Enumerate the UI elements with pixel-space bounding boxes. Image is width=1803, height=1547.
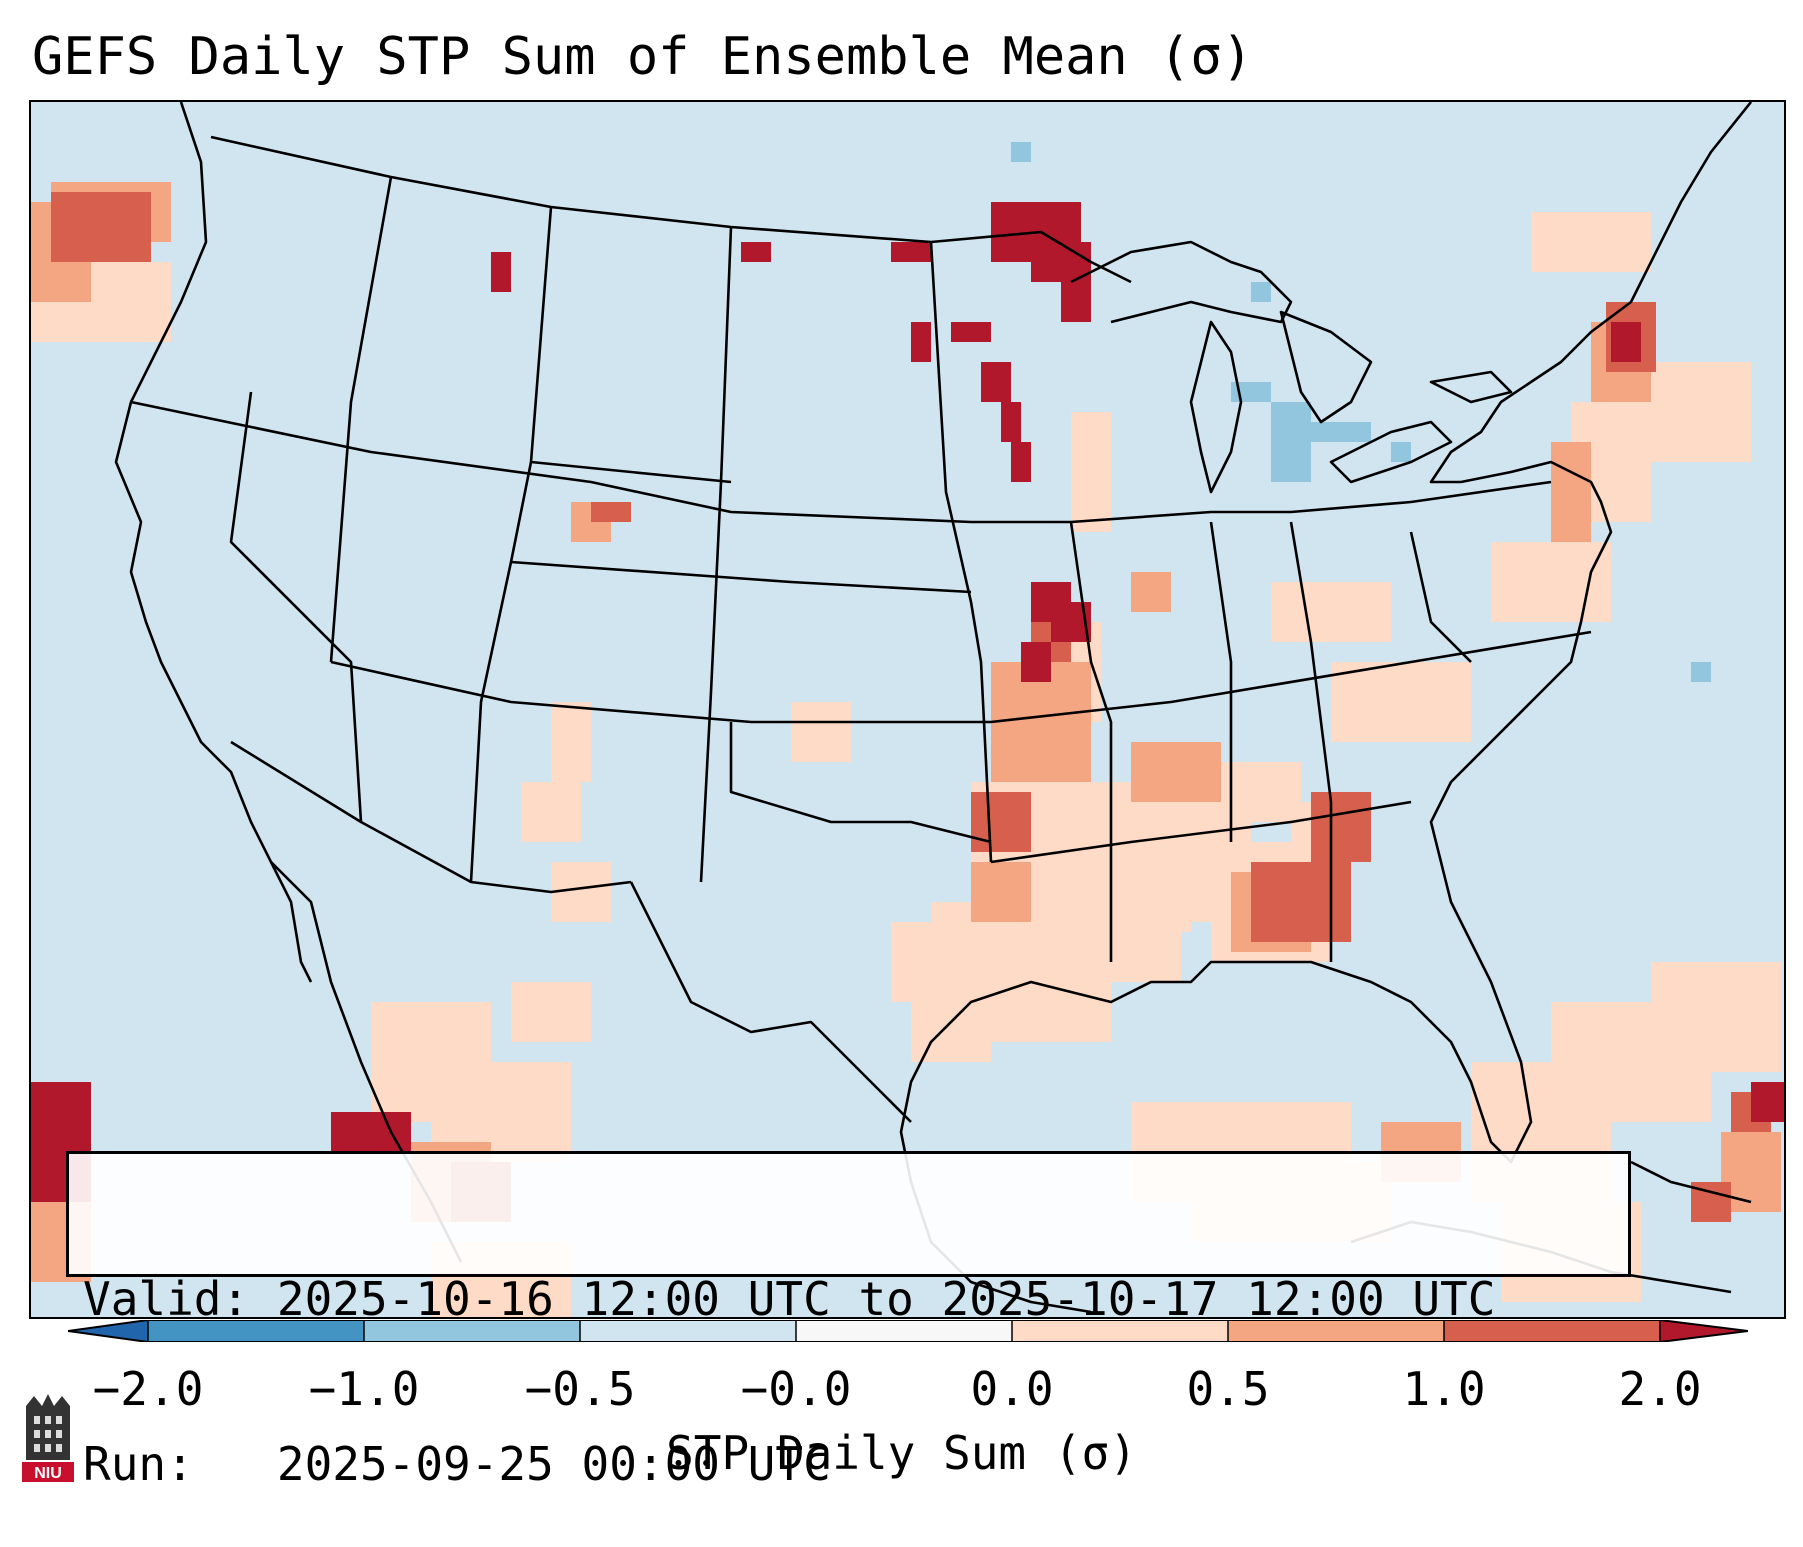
map-title: GEFS Daily STP Sum of Ensemble Mean (σ) (32, 27, 1253, 87)
state-line-12 (990, 800, 1412, 864)
run-value: 2025-09-25 00:00 UTC (276, 1437, 831, 1491)
colorbar-tick-label: −0.5 (524, 1362, 636, 1416)
anomaly-cells (31, 142, 1784, 1317)
state-line-10 (729, 722, 992, 844)
state-line-7 (330, 660, 991, 724)
valid-value: 2025-10-16 12:00 UTC to 2025-10-17 12:00… (276, 1272, 1496, 1326)
valid-line: Valid: 2025-10-16 12:00 UTC to 2025-10-1… (83, 1272, 1614, 1327)
colorbar-tick-label: −1.0 (308, 1362, 420, 1416)
logo-text: NIU (34, 1465, 62, 1482)
colorbar-tick-label: −2.0 (92, 1362, 204, 1416)
colorbar (68, 1320, 1748, 1342)
colorbar-bin (1228, 1320, 1444, 1342)
state-line-4 (699, 226, 733, 883)
anomaly-cells-extreme (31, 202, 1784, 1202)
canada-border-west (210, 135, 1132, 284)
state-line-18 (1410, 480, 1552, 504)
colorbar-tick-label: 1.0 (1402, 1362, 1486, 1416)
colorbar-bin (1012, 1320, 1228, 1342)
anomaly-cells-negative (1011, 142, 1711, 682)
east-gulf-coast (899, 102, 1753, 1314)
state-line-11 (990, 630, 1592, 724)
colorbar-bin (364, 1320, 580, 1342)
colorbar-label: STP Daily Sum (σ) (666, 1426, 1137, 1480)
state-boundaries (114, 102, 1753, 1314)
hispaniola-coast (1630, 1160, 1752, 1204)
state-line-9 (530, 460, 732, 484)
state-line-15 (1289, 521, 1333, 962)
colorbar-tick-label: 0.5 (1186, 1362, 1270, 1416)
valid-label: Valid: (83, 1272, 250, 1326)
texas-border (629, 881, 912, 1123)
lake-ontario (1429, 370, 1513, 404)
state-line-2 (329, 176, 393, 663)
lake-erie (1329, 420, 1453, 484)
colorbar-tick-label: −0.0 (740, 1362, 852, 1416)
run-label: Run: (83, 1437, 194, 1491)
state-line-8 (510, 560, 972, 594)
state-line-6 (229, 391, 363, 823)
lake-huron (1279, 310, 1373, 424)
colorbar-tick-label: 0.0 (970, 1362, 1054, 1416)
state-line-5 (929, 241, 993, 863)
colorbar-tick-label: 2.0 (1618, 1362, 1702, 1416)
state-line-17 (971, 500, 1412, 524)
colorbar-extend-high (1660, 1320, 1748, 1342)
lake-superior (1070, 240, 1293, 324)
lake-michigan (1189, 320, 1243, 494)
niu-logo: NIU (22, 1394, 74, 1482)
colorbar-extend-low (68, 1320, 148, 1342)
run-line: Run: 2025-09-25 00:00 UTC (83, 1437, 1614, 1492)
colorbar-bin (1444, 1320, 1660, 1342)
valid-time-box: Valid: 2025-10-16 12:00 UTC to 2025-10-1… (66, 1151, 1631, 1491)
mexico-border (230, 740, 632, 894)
state-line-14 (1209, 521, 1233, 842)
state-line-1 (130, 400, 972, 524)
colorbar-bin (148, 1320, 364, 1342)
colorbar-bin (580, 1320, 796, 1342)
map-panel (29, 100, 1786, 1319)
state-line-13 (1069, 521, 1113, 962)
stp-anomaly-map (31, 102, 1784, 1317)
colorbar-bin (796, 1320, 1012, 1342)
state-line-16 (1409, 531, 1472, 663)
